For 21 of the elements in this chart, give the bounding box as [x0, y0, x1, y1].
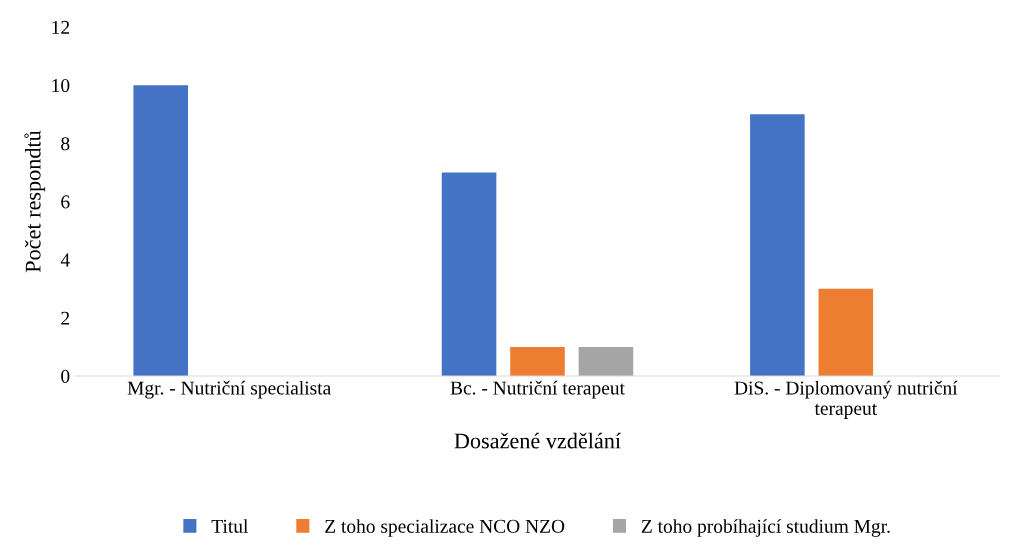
bar	[818, 288, 874, 376]
x-tick-label: Bc. - Nutriční terapeut	[450, 380, 625, 399]
legend-label: Titul	[211, 519, 249, 533]
bar	[510, 346, 565, 376]
legend-label: Z toho specializace NCO NZO	[325, 519, 565, 537]
bar	[441, 172, 497, 376]
bar	[133, 85, 188, 376]
legend-label: Z toho probíhající studium Mgr.	[641, 519, 890, 537]
y-tick-label: 2	[61, 311, 70, 325]
y-tick-label: 8	[61, 137, 70, 151]
x-tick-label: DiS. - Diplomovaný nutriční terapeut	[734, 380, 958, 419]
y-tick-label: 12	[52, 20, 70, 34]
y-axis-title: Počet respondtů	[24, 130, 46, 273]
y-tick-label: 10	[52, 78, 70, 93]
x-axis-title: Dosažené vzdělání	[454, 432, 621, 449]
x-tick-label: Mgr. - Nutriční specialista	[127, 380, 331, 399]
bar	[750, 114, 805, 376]
y-tick-label: 0	[61, 369, 70, 383]
bar	[578, 346, 634, 376]
y-tick-label: 4	[60, 253, 70, 267]
y-tick-label: 6	[61, 195, 70, 209]
